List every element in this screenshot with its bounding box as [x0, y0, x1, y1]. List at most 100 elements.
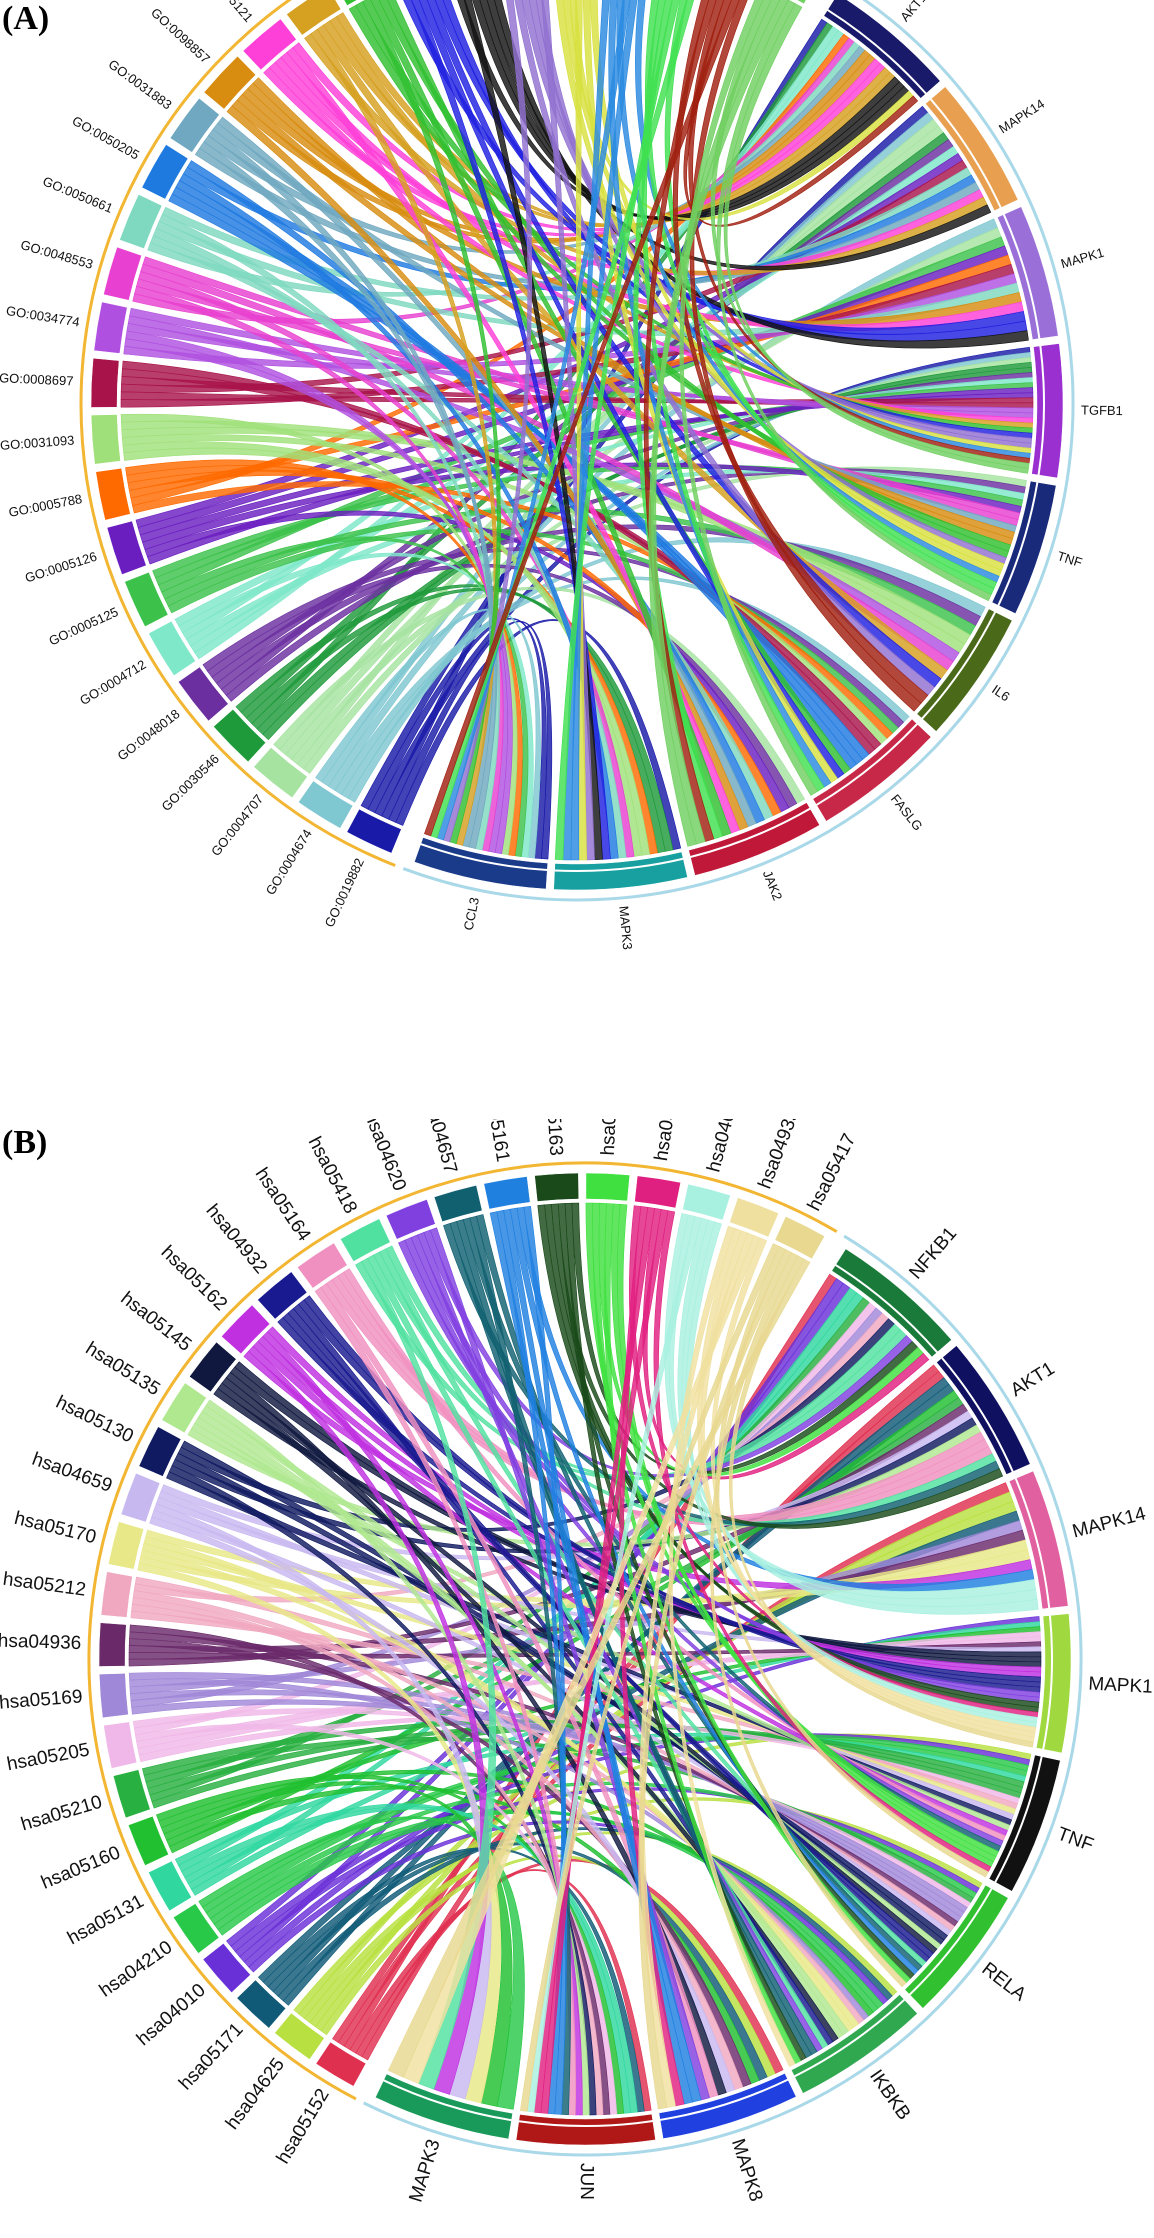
ribbon	[639, 1232, 755, 2108]
term-segment	[169, 97, 220, 153]
ribbon	[523, 1205, 566, 2115]
gene-segment	[991, 480, 1057, 614]
chord-diagram-a: GO:0019882GO:0004674GO:0004707GO:0030546…	[0, 0, 1123, 950]
term-label: hsa05210	[19, 1792, 105, 1836]
term-label: hsa05171	[175, 2019, 247, 2094]
gene-label: MAPK3	[616, 905, 635, 950]
term-label: hsa04620	[360, 1119, 410, 1194]
term-segment	[90, 357, 120, 408]
gene-segment	[414, 837, 548, 890]
term-segment	[141, 144, 189, 200]
term-segment	[253, 747, 308, 799]
gene-label: IL6	[989, 682, 1012, 705]
gene-segment-highlight	[909, 1888, 993, 1996]
ribbon	[729, 1255, 1034, 1748]
term-segment	[161, 1382, 207, 1434]
ribbon	[160, 1410, 973, 1561]
chord-diagram-b: hsa05152hsa04625hsa05171hsa04010hsa04210…	[0, 1119, 1153, 2205]
ribbon	[688, 0, 1031, 464]
gene-label: JUN	[576, 2163, 597, 2200]
ribbon	[231, 49, 871, 244]
gene-segment	[1031, 343, 1064, 479]
ribbon	[121, 434, 888, 745]
ribbon	[286, 47, 740, 834]
ribbon	[533, 1209, 669, 2114]
ribbon	[151, 1509, 952, 1937]
ribbon	[205, 1399, 590, 2116]
ribbon	[279, 125, 944, 755]
ribbon	[570, 0, 610, 861]
term-segment	[112, 1769, 151, 1819]
ribbon	[129, 1631, 959, 1927]
term-segment	[103, 246, 142, 301]
gene-segment-highlight	[690, 807, 811, 858]
ribbon	[202, 547, 905, 729]
gene-label: MAPK14	[1070, 1503, 1148, 1542]
term-label: hsa05142	[651, 1119, 684, 1162]
ribbon	[723, 3, 1029, 474]
term-segment	[286, 0, 342, 36]
ribbon	[327, 218, 998, 791]
ribbon	[245, 588, 674, 852]
term-label: GO:0005788	[7, 491, 83, 520]
ribbon	[287, 1308, 930, 1963]
term-segment	[298, 780, 354, 829]
term-segment	[774, 1216, 826, 1260]
term-segment	[98, 1673, 129, 1719]
ribbon	[503, 1208, 693, 2105]
gene-label: JAK2	[760, 868, 786, 902]
ribbon	[424, 0, 740, 837]
term-label: hsa05162	[157, 1242, 232, 1315]
ribbon	[648, 0, 789, 847]
ribbon	[571, 1202, 919, 1475]
ribbon	[267, 1842, 768, 2081]
gene-segment-highlight	[994, 1756, 1043, 1883]
term-segment	[213, 709, 267, 763]
ribbon	[700, 1230, 1036, 1738]
term-label: hsa04668	[703, 1119, 745, 1174]
ribbon	[152, 228, 627, 859]
gene-segment-highlight	[921, 611, 997, 720]
ribbon	[138, 271, 635, 858]
gene-segment-highlight	[941, 1357, 1014, 1473]
term-segment	[634, 1175, 681, 1209]
term-label: GO:0004712	[77, 657, 149, 708]
term-label: hsa05131	[64, 1891, 147, 1949]
ribbon	[178, 552, 534, 858]
term-segment	[274, 2012, 325, 2060]
ribbon	[292, 1303, 834, 2046]
gene-segment	[515, 2113, 656, 2146]
term-segment	[120, 1472, 161, 1523]
gene-label: CCL3	[461, 896, 482, 932]
gene-group-ring	[402, 0, 1075, 902]
ribbon	[181, 1803, 631, 2114]
ribbon	[161, 536, 529, 857]
term-segment	[297, 1242, 348, 1289]
term-label: GO:0098857	[148, 5, 213, 67]
ribbon	[131, 1603, 864, 2025]
term-group-ring	[87, 1161, 838, 2101]
ribbon	[679, 0, 819, 796]
ribbon	[419, 0, 845, 779]
gene-label: NFKB1	[905, 1223, 961, 1283]
term-segment	[189, 1341, 237, 1393]
term-segment	[534, 1172, 579, 1202]
gene-label: MAPK8	[727, 2136, 766, 2204]
term-label: GO:0004707	[208, 792, 266, 859]
gene-label: MAPK14	[996, 96, 1047, 136]
ribbon	[262, 1847, 645, 2113]
ribbon	[709, 1252, 907, 1988]
gene-label: MAPK1	[1088, 1674, 1153, 1698]
ribbon	[125, 330, 508, 853]
ribbon	[132, 1590, 744, 2091]
ribbon	[130, 1610, 1018, 1810]
ribbon	[320, 1854, 776, 2078]
term-segment	[100, 1571, 133, 1618]
term-segment	[585, 1172, 631, 1202]
ribbon	[216, 524, 981, 690]
gene-segment-highlight	[1014, 1478, 1051, 1609]
term-segment	[343, 0, 358, 6]
ribbon	[247, 82, 1022, 328]
gene-segment	[375, 2073, 513, 2140]
term-label: GO:0005125	[47, 604, 121, 648]
